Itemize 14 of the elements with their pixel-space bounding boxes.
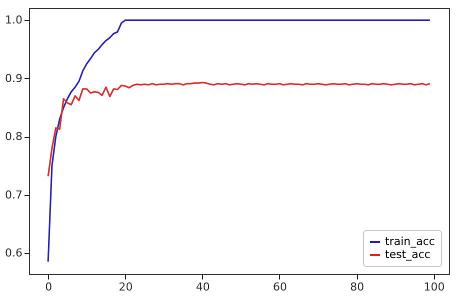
legend-label: test_acc (385, 248, 430, 261)
x-tick-label: 80 (350, 280, 364, 294)
y-tick-label: 0.9 (5, 72, 22, 85)
line-series (47, 82, 431, 178)
x-tick-label: 60 (272, 280, 287, 294)
y-tick-label: 1.0 (5, 14, 22, 27)
legend-label: train_acc (385, 235, 435, 248)
y-tick-label: 0.6 (5, 246, 22, 260)
y-tick-label: 0.8 (5, 130, 22, 144)
x-tick-label: 20 (118, 280, 133, 294)
x-tick-label: 40 (196, 280, 210, 294)
y-tick-label: 0.7 (5, 188, 22, 202)
x-tick-label: 100 (424, 280, 445, 294)
x-tick-label: 0 (45, 280, 52, 294)
